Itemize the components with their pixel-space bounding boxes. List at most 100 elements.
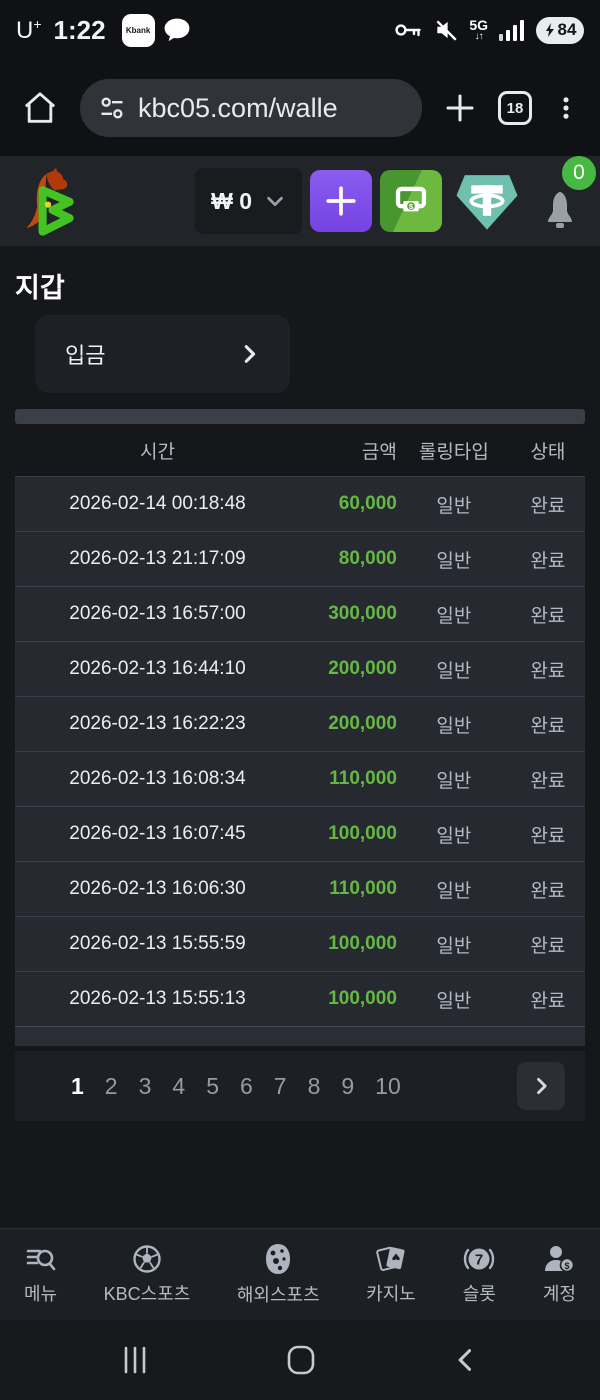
carrier-label: U+ bbox=[16, 15, 42, 44]
new-tab-button[interactable] bbox=[442, 90, 478, 126]
deposit-button[interactable]: 입금 bbox=[35, 315, 290, 393]
tab-switcher-button[interactable]: 18 bbox=[498, 91, 532, 125]
row-type: 일반 bbox=[436, 495, 472, 517]
row-time: 2026-02-13 16:22:23 bbox=[69, 713, 246, 734]
page-8[interactable]: 8 bbox=[307, 1072, 321, 1099]
nav-item-menu[interactable]: 메뉴 bbox=[24, 1244, 57, 1306]
table-row: 2026-02-13 16:07:45 100,000 일반 완료 bbox=[15, 806, 585, 861]
row-status: 완료 bbox=[530, 935, 566, 957]
svg-text:$: $ bbox=[409, 202, 414, 211]
nav-item-account[interactable]: $ 계정 bbox=[543, 1244, 576, 1306]
row-amount: 80,000 bbox=[338, 548, 397, 569]
page-1[interactable]: 1 bbox=[71, 1072, 84, 1099]
recent-apps-button[interactable] bbox=[120, 1345, 150, 1375]
table-row: 2026-02-13 16:08:34 110,000 일반 완료 bbox=[15, 751, 585, 806]
row-time: 2026-02-13 16:07:45 bbox=[69, 823, 246, 844]
row-amount: 200,000 bbox=[328, 713, 397, 734]
col-header-amount: 금액 bbox=[361, 441, 397, 463]
row-amount: 110,000 bbox=[329, 768, 397, 789]
row-amount: 100,000 bbox=[328, 933, 397, 954]
table-row: 2026-02-13 15:55:59 100,000 일반 완료 bbox=[15, 916, 585, 971]
withdraw-atm-button[interactable]: $ bbox=[380, 170, 442, 232]
status-bar: U+ 1:22 Kbank 5G ↓↑ bbox=[0, 0, 600, 60]
row-time: 2026-02-13 16:06:30 bbox=[69, 878, 246, 899]
kbc-logo[interactable] bbox=[12, 165, 84, 237]
add-funds-button[interactable] bbox=[310, 170, 372, 232]
row-status: 완료 bbox=[530, 770, 566, 792]
nav-label: 슬롯 bbox=[462, 1283, 496, 1304]
back-button[interactable] bbox=[452, 1345, 480, 1375]
browser-toolbar: kbc05.com/walle 18 bbox=[0, 60, 600, 156]
key-icon bbox=[393, 18, 423, 42]
nav-label: 카지노 bbox=[366, 1283, 416, 1304]
page-3[interactable]: 3 bbox=[138, 1072, 152, 1099]
row-time: 2026-02-13 16:44:10 bbox=[69, 658, 246, 679]
page-7[interactable]: 7 bbox=[273, 1072, 287, 1099]
browser-home-button[interactable] bbox=[20, 88, 60, 128]
table-row: 2026-02-13 16:06:30 110,000 일반 완료 bbox=[15, 861, 585, 916]
table-row: 2026-02-14 00:18:48 60,000 일반 완료 bbox=[15, 476, 585, 531]
row-status: 완료 bbox=[530, 495, 566, 517]
nav-item-kbc-sports[interactable]: KBC스포츠 bbox=[104, 1244, 190, 1306]
table-row: 2026-02-13 21:17:09 80,000 일반 완료 bbox=[15, 531, 585, 586]
page-5[interactable]: 5 bbox=[206, 1072, 219, 1099]
table-row: 2026-02-13 16:57:00 300,000 일반 완료 bbox=[15, 586, 585, 641]
row-time: 2026-02-13 16:57:00 bbox=[69, 603, 246, 624]
balance-amount: ₩ 0 bbox=[211, 187, 252, 214]
table-scrollbar[interactable] bbox=[15, 409, 585, 424]
tab-count: 18 bbox=[498, 91, 532, 125]
row-amount: 100,000 bbox=[328, 823, 397, 844]
notifications-bell[interactable]: 0 bbox=[532, 156, 596, 232]
nav-item-casino[interactable]: 카지노 bbox=[366, 1244, 416, 1306]
row-type: 일반 bbox=[436, 550, 472, 572]
android-navigation-bar bbox=[0, 1320, 600, 1400]
nav-item-slots[interactable]: 7 슬롯 bbox=[462, 1244, 496, 1306]
address-bar[interactable]: kbc05.com/walle bbox=[80, 79, 422, 137]
row-amount: 100,000 bbox=[328, 988, 397, 1009]
row-amount: 60,000 bbox=[338, 493, 397, 514]
row-status: 완료 bbox=[530, 990, 566, 1012]
row-type: 일반 bbox=[436, 605, 472, 627]
slot-seven-icon: 7 bbox=[462, 1244, 496, 1274]
url-text: kbc05.com/walle bbox=[138, 92, 338, 123]
row-status: 완료 bbox=[530, 825, 566, 847]
next-page-button[interactable] bbox=[517, 1062, 565, 1110]
page-10[interactable]: 10 bbox=[375, 1072, 401, 1099]
casino-cards-icon bbox=[375, 1244, 407, 1274]
balance-dropdown[interactable]: ₩ 0 bbox=[195, 168, 302, 234]
nav-item-overseas-sports[interactable]: 해외스포츠 bbox=[237, 1243, 320, 1307]
chevron-down-icon bbox=[264, 190, 286, 212]
status-clock: 1:22 bbox=[53, 14, 106, 45]
row-amount: 200,000 bbox=[328, 658, 397, 679]
page-6[interactable]: 6 bbox=[239, 1072, 253, 1099]
home-button[interactable] bbox=[285, 1344, 317, 1376]
table-header-row: 시간 금액 롤링타입 상태 bbox=[15, 424, 585, 476]
browser-menu-button[interactable] bbox=[552, 91, 580, 125]
svg-text:7: 7 bbox=[475, 1251, 483, 1268]
page-4[interactable]: 4 bbox=[172, 1072, 186, 1099]
col-header-status: 상태 bbox=[530, 441, 566, 463]
row-type: 일반 bbox=[436, 660, 472, 682]
row-status: 완료 bbox=[530, 550, 566, 572]
network-5g-icon: 5G ↓↑ bbox=[469, 17, 488, 42]
nav-label: 계정 bbox=[542, 1283, 576, 1304]
page-9[interactable]: 9 bbox=[341, 1072, 355, 1099]
overseas-ball-icon bbox=[263, 1243, 293, 1275]
table-row: 2026-02-13 16:44:10 200,000 일반 완료 bbox=[15, 641, 585, 696]
row-time: 2026-02-13 16:08:34 bbox=[69, 768, 246, 789]
row-type: 일반 bbox=[436, 990, 472, 1012]
account-coin-icon: $ bbox=[543, 1244, 575, 1274]
svg-text:$: $ bbox=[565, 1261, 570, 1271]
table-row: 2026-02-13 16:22:23 200,000 일반 완료 bbox=[15, 696, 585, 751]
row-time: 2026-02-14 00:18:48 bbox=[69, 493, 246, 514]
soccer-ball-icon bbox=[132, 1244, 162, 1274]
page-2[interactable]: 2 bbox=[104, 1072, 118, 1099]
nav-label: 해외스포츠 bbox=[236, 1284, 320, 1305]
nav-label: 메뉴 bbox=[24, 1283, 58, 1304]
deposit-label: 입금 bbox=[65, 343, 106, 368]
battery-indicator: 84 bbox=[536, 16, 584, 44]
chevron-right-icon bbox=[238, 343, 260, 365]
tether-icon[interactable] bbox=[450, 164, 524, 238]
site-settings-icon[interactable] bbox=[98, 94, 126, 122]
status-right-icons: 5G ↓↑ 84 bbox=[393, 16, 584, 44]
